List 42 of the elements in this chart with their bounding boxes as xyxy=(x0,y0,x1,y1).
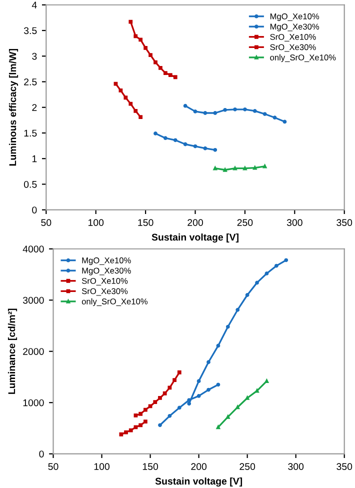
x-tick-label: 350 xyxy=(336,463,352,470)
legend-label: MgO_Xe10% xyxy=(270,13,320,21)
y-tick-label: 2000 xyxy=(23,348,44,355)
y-tick-label: 0 xyxy=(39,450,44,458)
x-tick-label: 300 xyxy=(288,463,304,470)
legend-label: only_SrO_Xe10% xyxy=(270,54,336,62)
legend-label: MgO_Xe30% xyxy=(270,24,320,32)
y-tick-label: 4000 xyxy=(22,246,44,252)
x-tick-label: 100 xyxy=(88,219,104,226)
legend-label: SrO_Xe30% xyxy=(270,44,316,52)
x-tick-label: 250 xyxy=(237,219,253,226)
y-tick-label: 1 xyxy=(32,155,37,162)
y-tick-label: 3 xyxy=(32,52,37,60)
y-axis-title: Luminous efficacy [lm/W] xyxy=(8,49,18,166)
x-tick-label: 50 xyxy=(48,463,58,470)
x-axis-title: Sustain voltage [V] xyxy=(155,477,242,487)
x-tick-label: 250 xyxy=(240,463,256,470)
x-tick-label: 200 xyxy=(191,463,207,470)
x-tick-label: 200 xyxy=(188,219,203,226)
y-tick-label: 0 xyxy=(32,206,37,214)
y-tick-label: 0.5 xyxy=(24,180,37,188)
legend-label: only_SrO_Xe10% xyxy=(82,298,148,306)
x-tick-label: 150 xyxy=(138,219,154,226)
y-tick-label: 1000 xyxy=(23,399,44,406)
x-tick-label: 50 xyxy=(41,219,52,226)
x-tick-label: 150 xyxy=(142,463,158,470)
y-tick-label: 2.5 xyxy=(24,78,37,86)
y-tick-label: 1.5 xyxy=(24,130,37,137)
legend-label: SrO_Xe10% xyxy=(270,34,316,42)
legend-label: MgO_Xe30% xyxy=(82,268,131,276)
legend-label: SrO_Xe30% xyxy=(82,288,128,296)
legend-label: MgO_Xe10% xyxy=(82,257,131,265)
y-tick-label: 2 xyxy=(32,104,37,111)
y-tick-label: 3000 xyxy=(22,296,44,304)
y-axis-title: Luminance [cd/m²] xyxy=(8,308,18,394)
y-tick-label: 4 xyxy=(32,2,37,8)
y-tick-label: 3.5 xyxy=(24,27,37,34)
x-tick-label: 300 xyxy=(286,219,302,226)
legend-label: SrO_Xe10% xyxy=(82,278,128,286)
x-tick-label: 100 xyxy=(94,463,110,470)
x-axis-title: Sustain voltage [V] xyxy=(152,233,238,243)
x-tick-label: 350 xyxy=(336,219,352,226)
